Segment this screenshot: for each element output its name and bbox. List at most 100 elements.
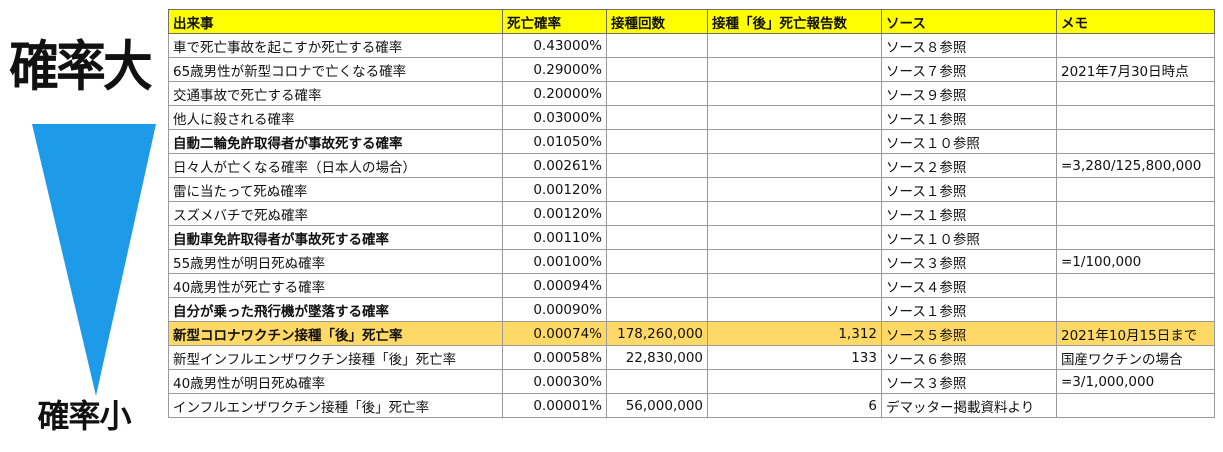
- memo-cell[interactable]: [1056, 129, 1215, 154]
- deaths-cell[interactable]: [707, 129, 882, 154]
- probability-cell[interactable]: 0.00110%: [502, 225, 607, 250]
- source-cell[interactable]: ソース３参照: [881, 369, 1057, 394]
- doses-cell[interactable]: [606, 81, 708, 106]
- memo-cell[interactable]: [1056, 297, 1215, 322]
- source-cell[interactable]: ソース７参照: [881, 57, 1057, 82]
- doses-cell[interactable]: [606, 273, 708, 298]
- doses-cell[interactable]: [606, 297, 708, 322]
- source-cell[interactable]: ソース６参照: [881, 345, 1057, 370]
- event-cell[interactable]: 交通事故で死亡する確率: [168, 81, 503, 106]
- event-cell[interactable]: 40歳男性が死亡する確率: [168, 273, 503, 298]
- event-cell[interactable]: 雷に当たって死ぬ確率: [168, 177, 503, 202]
- deaths-cell[interactable]: [707, 81, 882, 106]
- event-cell[interactable]: 自分が乗った飛行機が墜落する確率: [168, 297, 503, 322]
- event-cell[interactable]: 40歳男性が明日死ぬ確率: [168, 369, 503, 394]
- memo-cell[interactable]: [1056, 393, 1215, 418]
- memo-cell[interactable]: =3/1,000,000: [1056, 369, 1215, 394]
- deaths-cell[interactable]: 1,312: [707, 321, 882, 346]
- source-cell[interactable]: ソース５参照: [881, 321, 1057, 346]
- event-cell[interactable]: 新型コロナワクチン接種「後」死亡率: [168, 321, 503, 346]
- doses-cell[interactable]: [606, 249, 708, 274]
- doses-cell[interactable]: [606, 33, 708, 58]
- deaths-cell[interactable]: [707, 177, 882, 202]
- event-cell[interactable]: 自動車免許取得者が事故死する確率: [168, 225, 503, 250]
- event-cell[interactable]: 新型インフルエンザワクチン接種「後」死亡率: [168, 345, 503, 370]
- low-probability-label: 確率小: [37, 397, 131, 435]
- memo-cell[interactable]: [1056, 33, 1215, 58]
- memo-cell[interactable]: [1056, 273, 1215, 298]
- deaths-cell[interactable]: [707, 369, 882, 394]
- deaths-cell[interactable]: [707, 57, 882, 82]
- deaths-cell[interactable]: [707, 249, 882, 274]
- memo-cell[interactable]: [1056, 105, 1215, 130]
- source-cell[interactable]: ソース２参照: [881, 153, 1057, 178]
- probability-cell[interactable]: 0.00074%: [502, 321, 607, 346]
- source-cell[interactable]: ソース３参照: [881, 249, 1057, 274]
- probability-cell[interactable]: 0.43000%: [502, 33, 607, 58]
- source-cell[interactable]: ソース９参照: [881, 81, 1057, 106]
- source-cell[interactable]: ソース４参照: [881, 273, 1057, 298]
- doses-cell[interactable]: 56,000,000: [606, 393, 708, 418]
- source-cell[interactable]: ソース１０参照: [881, 225, 1057, 250]
- memo-cell[interactable]: [1056, 81, 1215, 106]
- deaths-cell[interactable]: [707, 225, 882, 250]
- header-event: 出来事: [168, 9, 503, 34]
- table-row: スズメバチで死ぬ確率 0.00120% ソース１参照: [168, 201, 1215, 226]
- event-cell[interactable]: 自動二輪免許取得者が事故死する確率: [168, 129, 503, 154]
- probability-cell[interactable]: 0.01050%: [502, 129, 607, 154]
- source-cell[interactable]: ソース８参照: [881, 33, 1057, 58]
- deaths-cell[interactable]: [707, 273, 882, 298]
- event-cell[interactable]: 車で死亡事故を起こすか死亡する確率: [168, 33, 503, 58]
- source-cell[interactable]: ソース１参照: [881, 201, 1057, 226]
- probability-cell[interactable]: 0.00100%: [502, 249, 607, 274]
- event-cell[interactable]: 他人に殺される確率: [168, 105, 503, 130]
- probability-cell[interactable]: 0.03000%: [502, 105, 607, 130]
- source-cell[interactable]: デマッター掲載資料より: [881, 393, 1057, 418]
- doses-cell[interactable]: 22,830,000: [606, 345, 708, 370]
- memo-cell[interactable]: [1056, 177, 1215, 202]
- doses-cell[interactable]: 178,260,000: [606, 321, 708, 346]
- deaths-cell[interactable]: [707, 153, 882, 178]
- memo-cell[interactable]: 国産ワクチンの場合: [1056, 345, 1215, 370]
- doses-cell[interactable]: [606, 105, 708, 130]
- doses-cell[interactable]: [606, 201, 708, 226]
- doses-cell[interactable]: [606, 225, 708, 250]
- source-cell[interactable]: ソース１参照: [881, 177, 1057, 202]
- deaths-cell[interactable]: [707, 297, 882, 322]
- probability-cell[interactable]: 0.00120%: [502, 201, 607, 226]
- probability-cell[interactable]: 0.00261%: [502, 153, 607, 178]
- event-cell[interactable]: 日々人が亡くなる確率（日本人の場合）: [168, 153, 503, 178]
- probability-cell[interactable]: 0.00058%: [502, 345, 607, 370]
- probability-cell[interactable]: 0.00090%: [502, 297, 607, 322]
- event-cell[interactable]: 65歳男性が新型コロナで亡くなる確率: [168, 57, 503, 82]
- source-cell[interactable]: ソース１参照: [881, 297, 1057, 322]
- source-cell[interactable]: ソース１０参照: [881, 129, 1057, 154]
- memo-cell[interactable]: 2021年7月30日時点: [1056, 57, 1215, 82]
- probability-cell[interactable]: 0.00030%: [502, 369, 607, 394]
- doses-cell[interactable]: [606, 57, 708, 82]
- deaths-cell[interactable]: [707, 105, 882, 130]
- event-cell[interactable]: インフルエンザワクチン接種「後」死亡率: [168, 393, 503, 418]
- header-row: 出来事 死亡確率 接種回数 接種「後」死亡報告数 ソース メモ: [168, 9, 1215, 34]
- probability-cell[interactable]: 0.00094%: [502, 273, 607, 298]
- deaths-cell[interactable]: 6: [707, 393, 882, 418]
- deaths-cell[interactable]: [707, 33, 882, 58]
- event-cell[interactable]: スズメバチで死ぬ確率: [168, 201, 503, 226]
- probability-cell[interactable]: 0.00120%: [502, 177, 607, 202]
- doses-cell[interactable]: [606, 153, 708, 178]
- source-cell[interactable]: ソース１参照: [881, 105, 1057, 130]
- deaths-cell[interactable]: 133: [707, 345, 882, 370]
- probability-cell[interactable]: 0.00001%: [502, 393, 607, 418]
- event-cell[interactable]: 55歳男性が明日死ぬ確率: [168, 249, 503, 274]
- deaths-cell[interactable]: [707, 201, 882, 226]
- memo-cell[interactable]: =1/100,000: [1056, 249, 1215, 274]
- memo-cell[interactable]: =3,280/125,800,000: [1056, 153, 1215, 178]
- doses-cell[interactable]: [606, 129, 708, 154]
- doses-cell[interactable]: [606, 177, 708, 202]
- probability-cell[interactable]: 0.20000%: [502, 81, 607, 106]
- memo-cell[interactable]: 2021年10月15日まで: [1056, 321, 1215, 346]
- doses-cell[interactable]: [606, 369, 708, 394]
- probability-cell[interactable]: 0.29000%: [502, 57, 607, 82]
- memo-cell[interactable]: [1056, 225, 1215, 250]
- memo-cell[interactable]: [1056, 201, 1215, 226]
